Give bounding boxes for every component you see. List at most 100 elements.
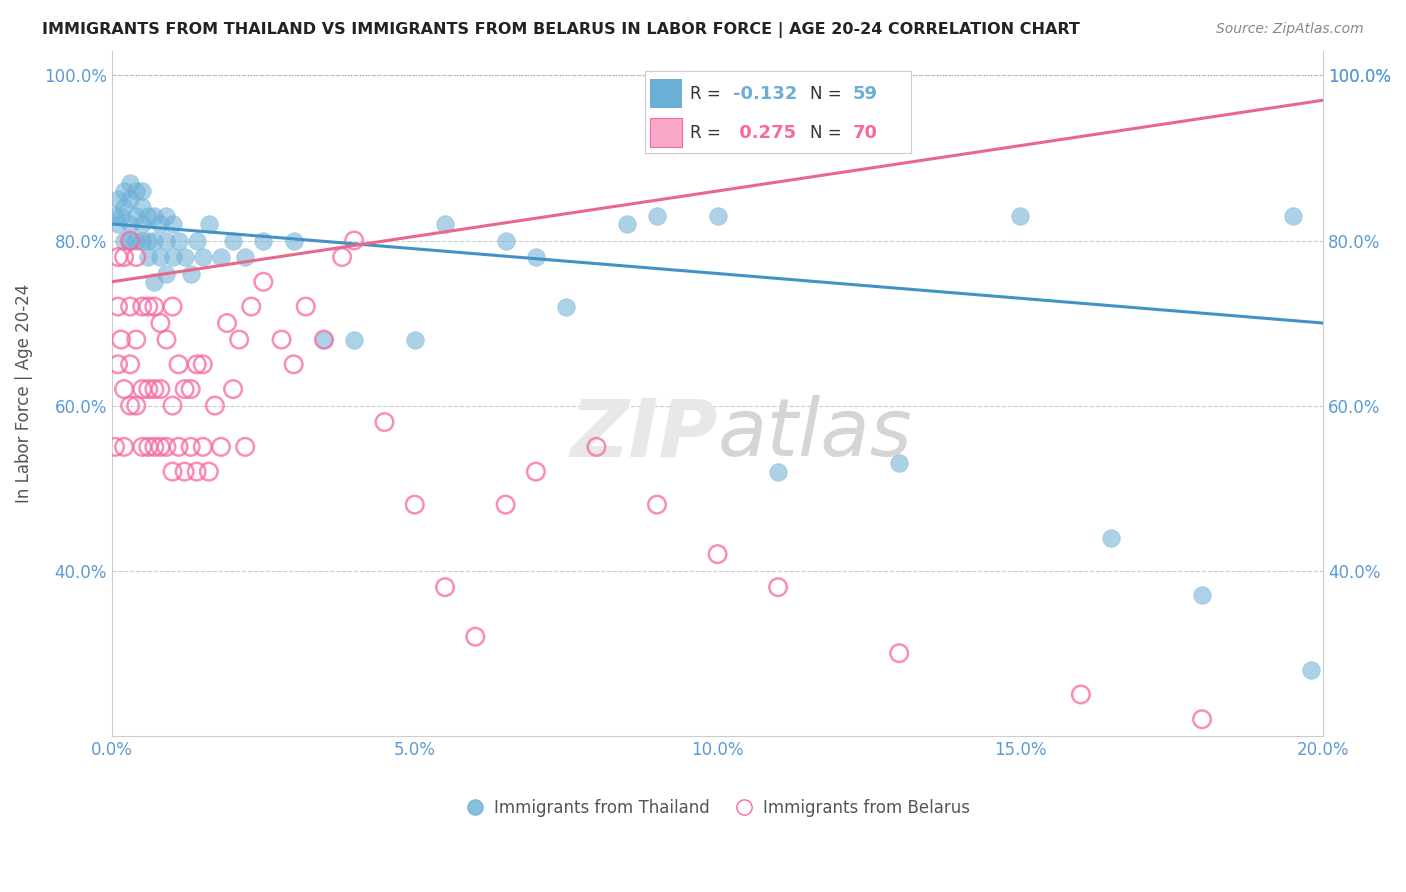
Point xyxy=(125,184,148,198)
Point xyxy=(180,267,202,281)
Point xyxy=(404,333,426,347)
Point xyxy=(616,217,638,231)
Point xyxy=(1070,688,1092,702)
Point xyxy=(131,440,153,454)
Legend: Immigrants from Thailand, Immigrants from Belarus: Immigrants from Thailand, Immigrants fro… xyxy=(458,792,976,823)
Point xyxy=(112,440,135,454)
Point xyxy=(495,498,517,512)
Point xyxy=(120,217,142,231)
Point xyxy=(107,357,129,371)
Point xyxy=(191,357,214,371)
Text: ZIP: ZIP xyxy=(571,395,717,474)
Point xyxy=(120,176,142,190)
Point xyxy=(155,267,177,281)
Point xyxy=(155,209,177,223)
Point xyxy=(434,580,457,594)
Point xyxy=(186,465,208,479)
Point xyxy=(162,250,184,264)
Point xyxy=(1299,663,1322,677)
Point xyxy=(706,547,728,561)
Point xyxy=(167,440,190,454)
Point xyxy=(373,415,395,429)
Point xyxy=(204,399,226,413)
Point xyxy=(107,217,129,231)
Point xyxy=(464,630,486,644)
Point xyxy=(120,192,142,206)
Point xyxy=(1191,589,1213,603)
Point xyxy=(155,234,177,248)
Point xyxy=(283,357,305,371)
Point xyxy=(252,234,274,248)
Point xyxy=(112,382,135,396)
Point xyxy=(112,250,135,264)
Point xyxy=(1191,712,1213,726)
Point xyxy=(404,498,426,512)
Point xyxy=(198,217,221,231)
Point xyxy=(233,440,256,454)
Point xyxy=(495,234,517,248)
Point xyxy=(162,399,184,413)
Point xyxy=(125,209,148,223)
Point xyxy=(294,300,316,314)
Y-axis label: In Labor Force | Age 20-24: In Labor Force | Age 20-24 xyxy=(15,284,32,503)
Point xyxy=(136,250,159,264)
Point xyxy=(131,382,153,396)
Point xyxy=(149,382,172,396)
Point xyxy=(240,300,263,314)
Point xyxy=(706,209,728,223)
Point xyxy=(131,217,153,231)
Point xyxy=(155,440,177,454)
Point xyxy=(233,250,256,264)
Point xyxy=(112,201,135,215)
Point xyxy=(110,333,132,347)
Point xyxy=(143,382,166,396)
Point xyxy=(131,300,153,314)
Point xyxy=(125,399,148,413)
Point xyxy=(1282,209,1305,223)
Point xyxy=(125,234,148,248)
Point xyxy=(136,382,159,396)
Point xyxy=(120,234,142,248)
Point xyxy=(149,440,172,454)
Point xyxy=(1099,531,1122,545)
Point xyxy=(215,316,238,330)
Point xyxy=(889,646,911,660)
Point xyxy=(143,234,166,248)
Point xyxy=(343,234,366,248)
Point xyxy=(191,440,214,454)
Point xyxy=(173,382,195,396)
Point xyxy=(252,275,274,289)
Point xyxy=(104,209,127,223)
Point xyxy=(186,234,208,248)
Point xyxy=(524,250,547,264)
Point xyxy=(120,357,142,371)
Point xyxy=(173,465,195,479)
Point xyxy=(645,209,668,223)
Point xyxy=(209,440,232,454)
Point xyxy=(107,192,129,206)
Point xyxy=(434,217,457,231)
Point xyxy=(645,498,668,512)
Point xyxy=(162,300,184,314)
Point xyxy=(555,300,578,314)
Point xyxy=(136,209,159,223)
Point xyxy=(228,333,250,347)
Point xyxy=(143,275,166,289)
Point xyxy=(104,440,127,454)
Point xyxy=(766,580,789,594)
Point xyxy=(136,300,159,314)
Point xyxy=(330,250,353,264)
Point xyxy=(343,333,366,347)
Point xyxy=(110,209,132,223)
Point xyxy=(889,456,911,470)
Point xyxy=(524,465,547,479)
Point xyxy=(107,250,129,264)
Point xyxy=(222,234,245,248)
Point xyxy=(180,440,202,454)
Point xyxy=(131,234,153,248)
Point xyxy=(766,465,789,479)
Point xyxy=(112,234,135,248)
Point xyxy=(131,184,153,198)
Point xyxy=(585,440,607,454)
Point xyxy=(149,217,172,231)
